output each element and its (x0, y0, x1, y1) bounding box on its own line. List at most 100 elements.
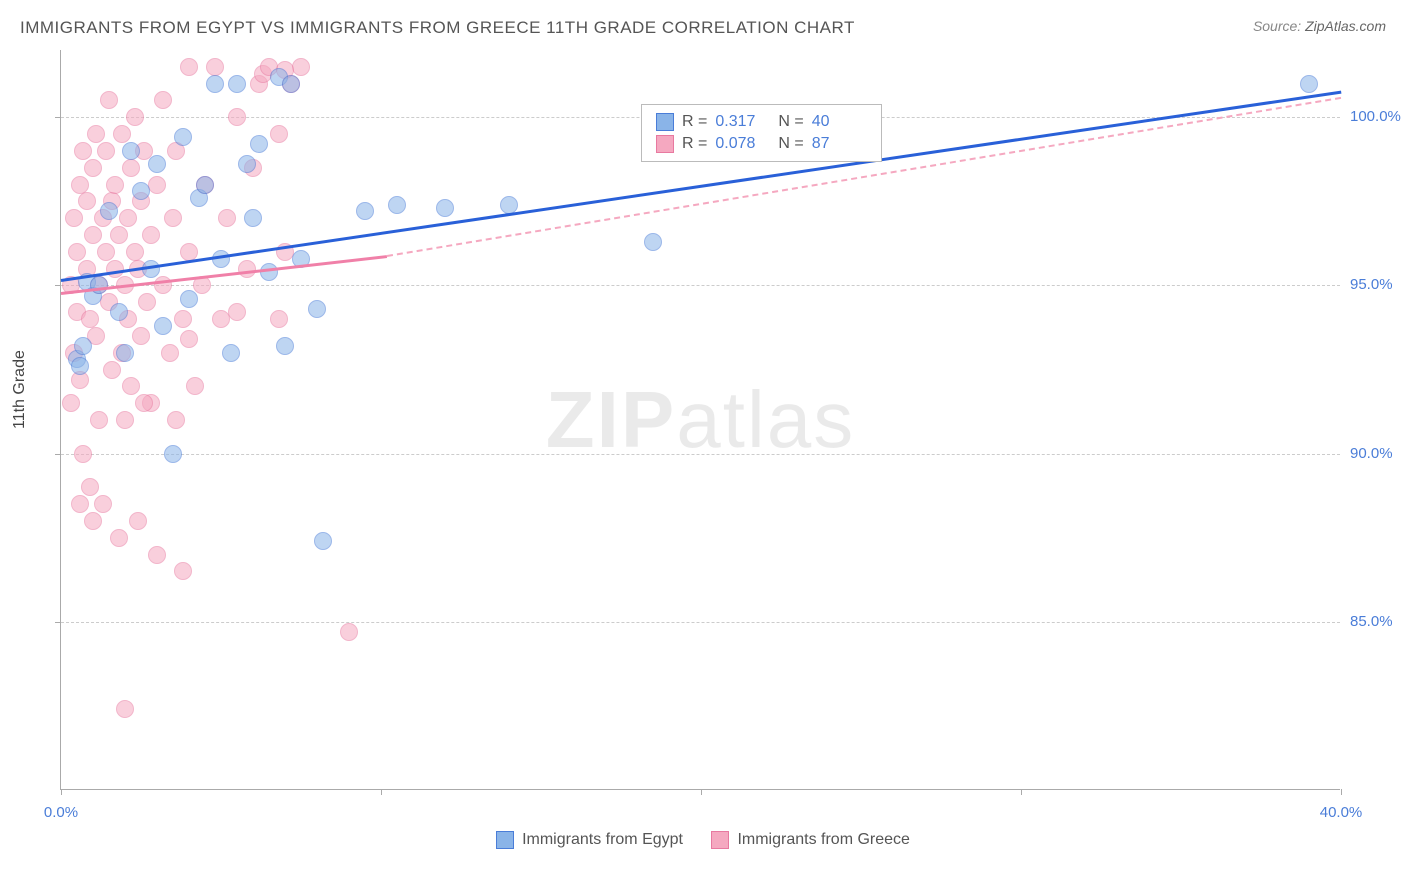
data-point (356, 202, 374, 220)
data-point (78, 192, 96, 210)
data-point (81, 478, 99, 496)
y-tick (55, 622, 61, 623)
data-point (174, 128, 192, 146)
data-point (103, 361, 121, 379)
chart-title: IMMIGRANTS FROM EGYPT VS IMMIGRANTS FROM… (20, 18, 855, 38)
data-point (228, 75, 246, 93)
data-point (250, 135, 268, 153)
data-point (119, 209, 137, 227)
data-point (74, 445, 92, 463)
data-point (222, 344, 240, 362)
plot-area: ZIPatlas R = 0.317 N = 40 R = 0.078 N = … (60, 50, 1340, 790)
data-point (122, 159, 140, 177)
data-point (282, 75, 300, 93)
data-point (388, 196, 406, 214)
data-point (154, 317, 172, 335)
data-point (71, 495, 89, 513)
legend-row-blue: R = 0.317 N = 40 (656, 111, 867, 133)
r-value: 0.317 (715, 113, 770, 131)
data-point (148, 155, 166, 173)
data-point (148, 176, 166, 194)
data-point (218, 209, 236, 227)
data-point (180, 290, 198, 308)
gridline-h: 95.0% (61, 285, 1340, 286)
data-point (110, 226, 128, 244)
data-point (167, 411, 185, 429)
data-point (84, 226, 102, 244)
data-point (238, 155, 256, 173)
data-point (116, 700, 134, 718)
data-point (206, 58, 224, 76)
data-point (65, 209, 83, 227)
data-point (135, 394, 153, 412)
data-point (314, 532, 332, 550)
data-point (110, 529, 128, 547)
data-point (100, 91, 118, 109)
data-point (292, 58, 310, 76)
y-tick (55, 117, 61, 118)
r-label: R = (682, 135, 707, 153)
data-point (244, 209, 262, 227)
data-point (113, 125, 131, 143)
data-point (90, 411, 108, 429)
x-tick (61, 789, 62, 795)
legend-row-pink: R = 0.078 N = 87 (656, 133, 867, 155)
data-point (270, 310, 288, 328)
swatch-pink-icon (711, 831, 729, 849)
source-label: Source: (1253, 18, 1305, 34)
x-tick-label: 40.0% (1320, 804, 1363, 821)
n-value: 87 (812, 135, 867, 153)
n-value: 40 (812, 113, 867, 131)
data-point (132, 327, 150, 345)
gridline-h: 90.0% (61, 454, 1340, 455)
x-tick (701, 789, 702, 795)
data-point (87, 125, 105, 143)
data-point (308, 300, 326, 318)
y-tick-label: 85.0% (1350, 613, 1406, 630)
r-label: R = (682, 113, 707, 131)
y-tick (55, 285, 61, 286)
data-point (174, 562, 192, 580)
data-point (436, 199, 454, 217)
data-point (94, 495, 112, 513)
data-point (644, 233, 662, 251)
swatch-pink-icon (656, 135, 674, 153)
chart-container: IMMIGRANTS FROM EGYPT VS IMMIGRANTS FROM… (0, 0, 1406, 892)
swatch-blue-icon (496, 831, 514, 849)
watermark-bold: ZIP (546, 375, 676, 464)
data-point (126, 243, 144, 261)
data-point (90, 276, 108, 294)
x-tick-label: 0.0% (44, 804, 78, 821)
watermark: ZIPatlas (546, 374, 855, 466)
data-point (142, 226, 160, 244)
data-point (68, 243, 86, 261)
y-tick-label: 95.0% (1350, 276, 1406, 293)
data-point (100, 202, 118, 220)
data-point (1300, 75, 1318, 93)
data-point (84, 512, 102, 530)
data-point (74, 337, 92, 355)
data-point (148, 546, 166, 564)
gridline-h: 85.0% (61, 622, 1340, 623)
data-point (110, 303, 128, 321)
source-value: ZipAtlas.com (1305, 18, 1386, 34)
data-point (180, 58, 198, 76)
data-point (132, 182, 150, 200)
data-point (116, 344, 134, 362)
legend-item-egypt: Immigrants from Egypt (496, 831, 683, 849)
data-point (97, 142, 115, 160)
data-point (174, 310, 192, 328)
data-point (62, 394, 80, 412)
data-point (270, 125, 288, 143)
swatch-blue-icon (656, 113, 674, 131)
data-point (196, 176, 214, 194)
data-point (74, 142, 92, 160)
y-tick-label: 100.0% (1350, 108, 1406, 125)
legend-item-greece: Immigrants from Greece (711, 831, 909, 849)
legend-text: Immigrants from Greece (737, 831, 909, 849)
data-point (154, 91, 172, 109)
x-tick (381, 789, 382, 795)
n-label: N = (778, 135, 803, 153)
data-point (81, 310, 99, 328)
data-point (164, 209, 182, 227)
